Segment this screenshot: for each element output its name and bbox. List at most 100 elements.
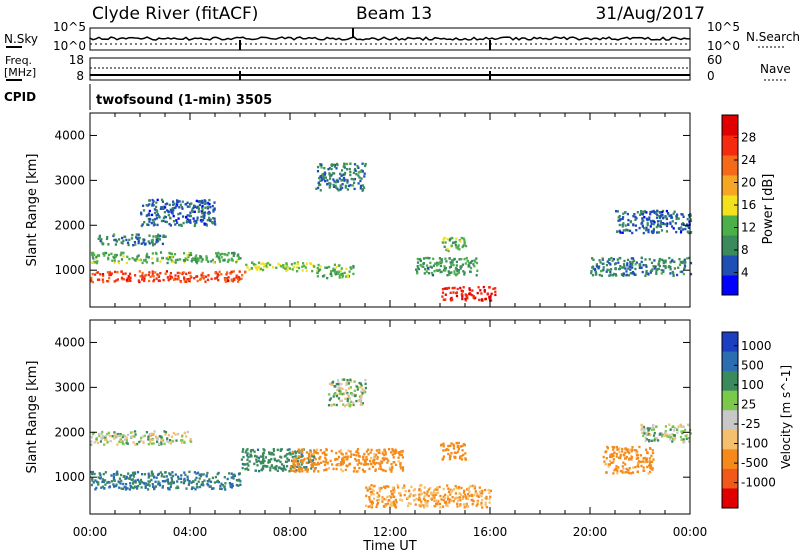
scatter-cell-1-3 (379, 465, 382, 468)
scatter-cell-1-3 (383, 453, 386, 457)
scatter-cell-1-1 (150, 432, 153, 435)
scatter-cell-1-7 (616, 448, 619, 451)
scatter-cell-1-7 (630, 458, 633, 461)
scatter-cell-0-9 (462, 244, 465, 247)
scatter-cell-0-0 (200, 273, 203, 277)
scatter-cell-1-2 (267, 459, 270, 462)
scatter-cell-0-4 (275, 266, 278, 269)
scatter-cell-1-7 (646, 451, 649, 454)
scatter-cell-1-7 (623, 454, 626, 457)
scatter-cell-1-3 (297, 463, 300, 467)
scatter-cell-0-11 (621, 231, 624, 234)
scatter-cell-0-2 (137, 236, 140, 239)
scatter-cell-1-3 (400, 467, 403, 470)
scatter-cell-0-7 (416, 265, 419, 268)
scatter-cell-0-1 (117, 260, 120, 263)
scatter-cell-1-2 (312, 454, 315, 458)
scatter-cell-0-1 (221, 252, 224, 256)
scatter-cell-1-0 (156, 473, 160, 476)
scatter-cell-0-7 (417, 267, 420, 271)
scatter-cell-0-7 (435, 268, 438, 272)
scatter-cell-0-1 (103, 254, 106, 257)
scatter-cell-0-11 (621, 225, 624, 228)
scatter-cell-1-8 (641, 431, 644, 434)
velocity-colorbar-segment (722, 390, 738, 411)
scatter-cell-1-5 (413, 488, 417, 491)
scatter-cell-0-4 (272, 266, 275, 269)
scatter-cell-1-1 (181, 435, 184, 438)
scatter-cell-1-7 (642, 466, 645, 469)
scatter-cell-0-1 (237, 256, 240, 259)
scatter-cell-0-1 (131, 257, 134, 260)
scatter-cell-1-1 (121, 435, 124, 439)
scatter-cell-1-4 (338, 392, 341, 395)
scatter-cell-0-5 (321, 275, 325, 278)
scatter-cell-1-5 (368, 485, 371, 489)
power-colorbar-tick-label: 24 (741, 153, 756, 167)
scatter-cell-1-3 (331, 463, 334, 466)
scatter-cell-0-9 (463, 242, 466, 246)
scatter-cell-0-3 (155, 214, 158, 217)
scatter-cell-1-0 (125, 477, 128, 480)
scatter-cell-1-0 (130, 486, 133, 489)
scatter-cell-0-9 (462, 237, 465, 240)
scatter-cell-0-3 (194, 223, 197, 226)
scatter-cell-1-3 (342, 456, 345, 459)
scatter-cell-1-6 (457, 441, 460, 445)
scatter-cell-1-6 (464, 458, 467, 461)
scatter-cell-1-8 (663, 434, 666, 437)
scatter-cell-1-2 (246, 454, 249, 457)
scatter-cell-0-6 (333, 172, 336, 175)
scatter-cell-0-10 (672, 274, 675, 278)
scatter-cell-0-11 (665, 209, 668, 213)
scatter-cell-0-3 (213, 221, 216, 224)
scatter-cell-1-7 (610, 455, 613, 459)
scatter-cell-1-1 (91, 432, 94, 436)
scatter-cell-1-1 (132, 441, 135, 444)
scatter-cell-0-1 (195, 261, 199, 265)
scatter-cell-0-1 (174, 261, 177, 264)
scatter-cell-0-10 (621, 266, 624, 269)
scatter-cell-1-5 (488, 497, 491, 501)
scatter-cell-0-5 (326, 276, 329, 280)
scatter-cell-1-0 (94, 488, 97, 491)
scatter-cell-0-6 (317, 165, 320, 169)
scatter-cell-0-6 (357, 174, 360, 177)
scatter-cell-0-6 (333, 163, 337, 167)
scatter-cell-1-2 (288, 448, 291, 451)
scatter-cell-0-10 (629, 272, 632, 275)
scatter-cell-1-3 (392, 450, 395, 453)
scatter-cell-0-3 (212, 217, 215, 220)
scatter-cell-0-0 (101, 273, 105, 276)
scatter-cell-0-10 (655, 272, 658, 275)
scatter-cell-0-10 (627, 267, 630, 270)
scatter-cell-0-6 (340, 169, 344, 172)
scatter-cell-0-3 (197, 206, 200, 209)
scatter-cell-0-6 (324, 172, 327, 175)
scatter-cell-0-3 (176, 221, 179, 224)
scatter-cell-1-8 (653, 439, 656, 442)
scatter-cell-0-2 (147, 240, 150, 243)
scatter-cell-1-3 (372, 459, 375, 462)
scatter-cell-0-9 (452, 241, 455, 244)
scatter-cell-1-0 (203, 479, 206, 482)
scatter-cell-0-3 (147, 223, 150, 227)
scatter-cell-0-0 (169, 272, 172, 275)
scatter-cell-1-5 (376, 495, 379, 499)
scatter-cell-0-7 (429, 261, 432, 264)
scatter-cell-0-7 (432, 257, 435, 260)
scatter-cell-1-7 (625, 467, 628, 471)
scatter-cell-0-7 (456, 270, 459, 273)
scatter-cell-1-2 (259, 460, 262, 464)
scatter-cell-0-1 (144, 259, 147, 263)
scatter-cell-1-5 (433, 504, 436, 508)
scatter-cell-0-3 (193, 205, 196, 208)
scatter-cell-0-7 (452, 263, 455, 267)
scatter-cell-1-8 (682, 430, 685, 433)
scatter-cell-0-1 (156, 259, 159, 262)
scatter-cell-0-6 (324, 179, 327, 183)
scatter-cell-0-3 (176, 202, 179, 205)
scatter-cell-0-2 (132, 244, 135, 247)
scatter-cell-1-2 (250, 449, 253, 452)
